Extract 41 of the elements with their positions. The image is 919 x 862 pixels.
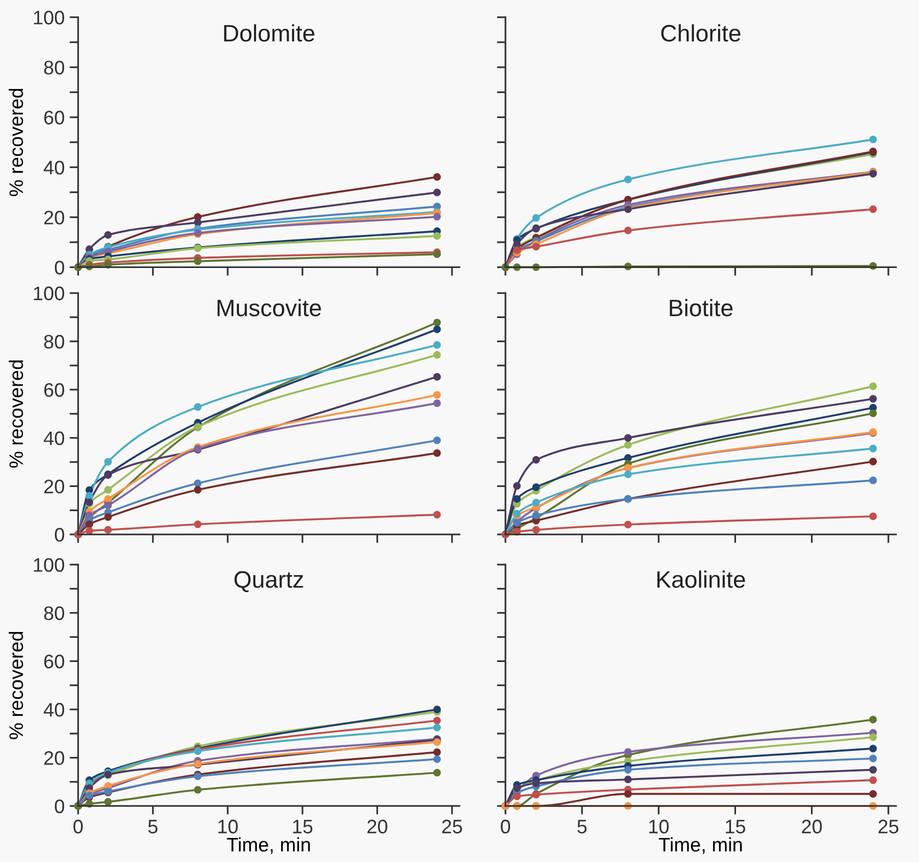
y-tick-label: 100 bbox=[34, 10, 64, 24]
y-tick-label: 80 bbox=[44, 60, 64, 74]
y-tick-label: 100 bbox=[34, 558, 64, 572]
chart-title: Quartz bbox=[234, 571, 304, 592]
y-axis-title: % recovered bbox=[8, 360, 24, 468]
x-tick-label: 5 bbox=[577, 820, 587, 834]
y-tick-label: 80 bbox=[44, 334, 64, 349]
x-tick-label: 25 bbox=[878, 820, 898, 834]
x-tick-label: 15 bbox=[726, 820, 746, 834]
y-tick-label: 60 bbox=[44, 654, 64, 668]
y-tick-label: 60 bbox=[44, 110, 64, 124]
y-tick-label: 40 bbox=[44, 431, 64, 446]
x-tick-label: 10 bbox=[649, 820, 669, 834]
y-tick-label: 100 bbox=[34, 286, 64, 300]
chart-title: Chlorite bbox=[661, 24, 740, 42]
x-tick-label: 10 bbox=[218, 820, 238, 834]
y-tick-label: 20 bbox=[44, 751, 64, 765]
y-tick-label: 20 bbox=[44, 480, 64, 494]
y-tick-label: 20 bbox=[44, 210, 64, 224]
y-tick-label: 40 bbox=[44, 702, 64, 717]
x-axis-title: Time, min bbox=[226, 837, 310, 854]
chart-title: Dolomite bbox=[224, 24, 314, 42]
y-tick-label: 0 bbox=[54, 528, 64, 542]
x-tick-label: 5 bbox=[148, 820, 158, 834]
x-tick-label: 20 bbox=[802, 820, 822, 834]
y-tick-label: 80 bbox=[44, 606, 64, 620]
x-tick-label: 0 bbox=[73, 820, 83, 834]
y-tick-label: 0 bbox=[54, 260, 64, 274]
x-tick-label: 0 bbox=[500, 820, 510, 834]
x-tick-label: 20 bbox=[367, 820, 388, 834]
y-tick-label: 40 bbox=[44, 160, 64, 174]
x-tick-label: 15 bbox=[293, 820, 312, 834]
x-axis-title: Time, min bbox=[658, 837, 742, 854]
y-axis-title: % recovered bbox=[8, 632, 24, 740]
y-axis-title: % recovered bbox=[8, 88, 24, 196]
chart-title: Biotite bbox=[670, 299, 732, 316]
x-tick-label: 25 bbox=[442, 820, 462, 834]
chart-title: Kaolinite bbox=[657, 570, 745, 588]
chart-title: Muscovite bbox=[218, 299, 321, 316]
y-tick-label: 0 bbox=[54, 799, 64, 814]
y-tick-label: 60 bbox=[44, 383, 64, 397]
